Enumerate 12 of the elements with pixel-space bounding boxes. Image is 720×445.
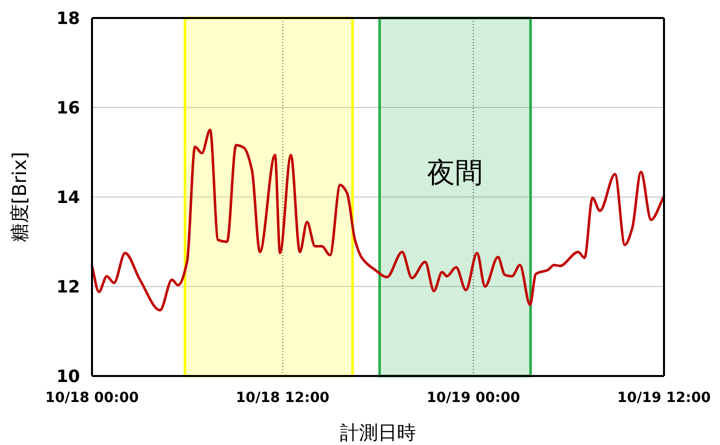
y-tick-label: 10: [56, 367, 80, 387]
x-tick-label: 10/18 00:00: [45, 390, 140, 406]
x-tick-label: 10/19 00:00: [426, 390, 520, 406]
x-tick-label: 10/18 12:00: [236, 390, 330, 406]
y-tick-label: 18: [56, 9, 80, 29]
x-tick-label: 10/19 12:00: [617, 390, 712, 406]
y-tick-label: 16: [56, 98, 80, 118]
y-tick-label: 12: [56, 278, 80, 298]
band-label: 夜間: [427, 156, 484, 190]
y-tick-label: 14: [56, 188, 80, 208]
y-axis-title: 糖度[Brix]: [9, 152, 31, 242]
x-axis-title: 計測日時: [340, 422, 416, 444]
